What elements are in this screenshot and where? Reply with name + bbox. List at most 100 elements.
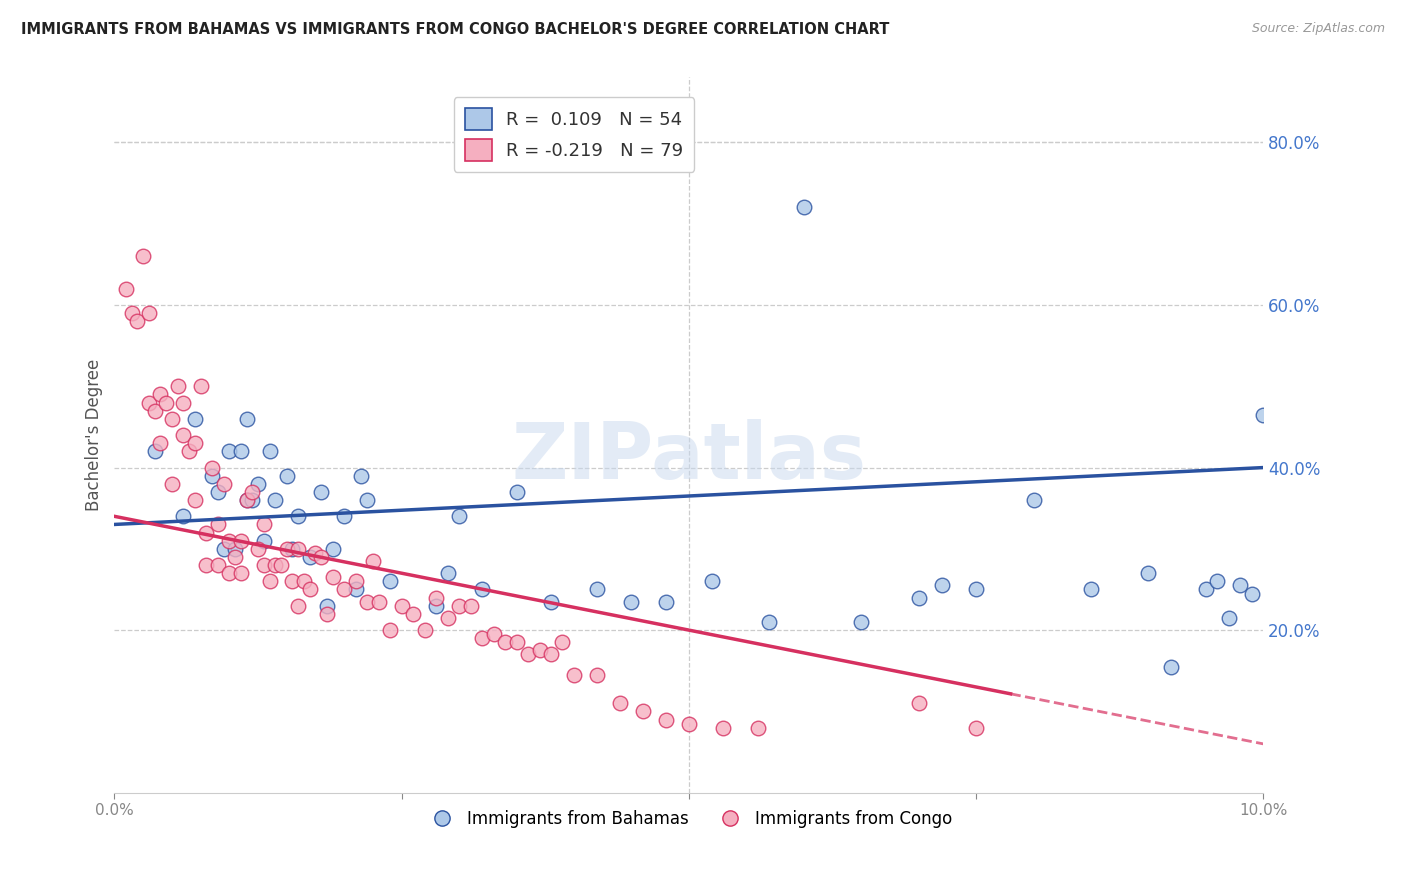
Point	[172, 428, 194, 442]
Point	[287, 509, 309, 524]
Point	[793, 201, 815, 215]
Point	[540, 595, 562, 609]
Point	[212, 476, 235, 491]
Point	[155, 395, 177, 409]
Point	[350, 468, 373, 483]
Point	[201, 468, 224, 483]
Point	[309, 549, 332, 564]
Point	[201, 460, 224, 475]
Point	[298, 582, 321, 597]
Point	[436, 611, 458, 625]
Point	[253, 517, 276, 532]
Point	[460, 599, 482, 613]
Point	[229, 444, 252, 458]
Point	[1160, 659, 1182, 673]
Point	[218, 533, 240, 548]
Point	[758, 615, 780, 629]
Point	[322, 570, 344, 584]
Point	[235, 493, 257, 508]
Point	[1240, 586, 1263, 600]
Point	[678, 716, 700, 731]
Point	[529, 643, 551, 657]
Point	[121, 306, 143, 320]
Point	[264, 493, 287, 508]
Point	[160, 476, 183, 491]
Point	[700, 574, 723, 589]
Point	[316, 607, 339, 621]
Text: Source: ZipAtlas.com: Source: ZipAtlas.com	[1251, 22, 1385, 36]
Point	[1218, 611, 1240, 625]
Legend: Immigrants from Bahamas, Immigrants from Congo: Immigrants from Bahamas, Immigrants from…	[419, 803, 959, 834]
Point	[586, 668, 609, 682]
Point	[247, 541, 270, 556]
Point	[851, 615, 873, 629]
Point	[391, 599, 413, 613]
Point	[449, 509, 471, 524]
Point	[655, 595, 678, 609]
Point	[235, 411, 257, 425]
Point	[413, 623, 436, 637]
Point	[333, 509, 356, 524]
Text: ZIPatlas: ZIPatlas	[512, 418, 866, 494]
Point	[287, 541, 309, 556]
Point	[281, 574, 304, 589]
Point	[333, 582, 356, 597]
Point	[562, 668, 585, 682]
Point	[436, 566, 458, 581]
Point	[471, 582, 494, 597]
Point	[620, 595, 643, 609]
Point	[505, 485, 527, 500]
Point	[264, 558, 287, 573]
Point	[276, 468, 298, 483]
Point	[322, 541, 344, 556]
Point	[115, 282, 138, 296]
Point	[127, 314, 149, 328]
Point	[149, 387, 172, 401]
Point	[240, 485, 263, 500]
Point	[344, 582, 367, 597]
Point	[212, 541, 235, 556]
Point	[240, 493, 263, 508]
Point	[494, 635, 516, 649]
Point	[1022, 493, 1045, 508]
Point	[190, 379, 212, 393]
Point	[361, 554, 384, 568]
Point	[224, 541, 246, 556]
Point	[316, 599, 339, 613]
Point	[207, 558, 229, 573]
Point	[540, 648, 562, 662]
Point	[149, 436, 172, 450]
Point	[1195, 582, 1218, 597]
Point	[259, 444, 281, 458]
Point	[1253, 408, 1275, 422]
Point	[143, 403, 166, 417]
Point	[907, 591, 929, 605]
Point	[281, 541, 304, 556]
Point	[505, 635, 527, 649]
Point	[184, 436, 207, 450]
Point	[138, 395, 160, 409]
Point	[378, 623, 401, 637]
Point	[309, 485, 332, 500]
Point	[631, 705, 654, 719]
Point	[931, 578, 953, 592]
Point	[195, 558, 218, 573]
Point	[551, 635, 574, 649]
Point	[207, 485, 229, 500]
Point	[143, 444, 166, 458]
Point	[356, 595, 378, 609]
Point	[132, 249, 155, 263]
Point	[172, 509, 194, 524]
Point	[425, 599, 447, 613]
Point	[965, 582, 987, 597]
Point	[224, 549, 246, 564]
Point	[235, 493, 257, 508]
Point	[184, 493, 207, 508]
Point	[965, 721, 987, 735]
Point	[1080, 582, 1102, 597]
Point	[195, 525, 218, 540]
Point	[253, 558, 276, 573]
Y-axis label: Bachelor's Degree: Bachelor's Degree	[86, 359, 103, 511]
Point	[344, 574, 367, 589]
Point	[449, 599, 471, 613]
